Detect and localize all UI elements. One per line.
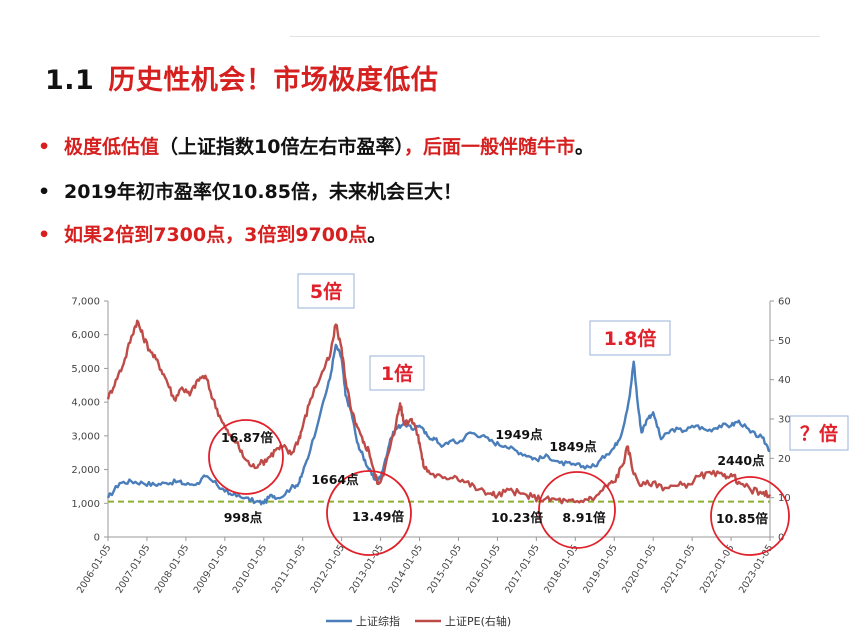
bullet-text: 2019年初市盈率仅10.85倍，未来机会巨大！ bbox=[64, 181, 462, 203]
left-tick-label: 4,000 bbox=[71, 398, 100, 409]
left-tick-label: 6,000 bbox=[71, 330, 100, 341]
pe-index-chart: 01,0002,0003,0004,0005,0006,0007,0000102… bbox=[71, 273, 849, 628]
annotation-box-text: 5倍 bbox=[310, 280, 342, 303]
annotation-label: 998点 bbox=[224, 510, 263, 525]
legend-label-pe: 上证PE(右轴) bbox=[445, 614, 511, 628]
right-tick-label: 40 bbox=[778, 375, 791, 386]
bullet-text: 极度低估值 bbox=[64, 136, 160, 158]
legend-label-index: 上证综指 bbox=[356, 614, 400, 628]
x-tick-label: 2020-01-05 bbox=[620, 543, 659, 596]
annotation-label: 16.87倍 bbox=[221, 430, 274, 445]
x-tick-label: 2014-01-05 bbox=[386, 543, 425, 596]
x-tick-label: 2009-01-05 bbox=[192, 543, 231, 596]
right-tick-label: 20 bbox=[778, 454, 791, 465]
left-tick-label: 5,000 bbox=[71, 364, 100, 375]
bullet-item: • 2019年初市盈率仅10.85倍，未来机会巨大！ bbox=[38, 177, 462, 204]
right-tick-label: 30 bbox=[778, 415, 791, 426]
x-tick-label: 2021-01-05 bbox=[659, 543, 698, 596]
bullet-dot: • bbox=[38, 181, 51, 203]
bullet-text: 如果2倍到7300点，3倍到9700点 bbox=[64, 224, 368, 246]
x-tick-label: 2018-01-05 bbox=[542, 543, 581, 596]
slide-title: 1.1 历史性机会！市场极度低估 bbox=[45, 58, 438, 97]
top-divider-line bbox=[290, 36, 820, 37]
circle-2013-low bbox=[326, 470, 412, 556]
bullet-text: ，后面一般伴随牛市 bbox=[403, 136, 575, 158]
x-tick-label: 2007-01-05 bbox=[114, 543, 153, 596]
annotation-box-text: 1.8倍 bbox=[604, 327, 657, 350]
x-tick-label: 2016-01-05 bbox=[464, 543, 503, 596]
right-tick-label: 50 bbox=[778, 336, 791, 347]
left-tick-label: 3,000 bbox=[71, 431, 100, 442]
annotation-box bbox=[789, 415, 849, 451]
x-tick-label: 2017-01-05 bbox=[503, 543, 542, 596]
annotation-box-text: 1倍 bbox=[381, 362, 413, 385]
bullet-dot: • bbox=[38, 224, 51, 246]
left-tick-label: 0 bbox=[94, 533, 100, 544]
bullet-item: • 极度低估值（上证指数10倍左右市盈率），后面一般伴随牛市。 bbox=[38, 132, 594, 159]
right-tick-label: 60 bbox=[778, 297, 791, 308]
annotation-box bbox=[369, 355, 425, 391]
index-series-line bbox=[106, 343, 771, 506]
annotation-label: 10.85倍 bbox=[716, 511, 769, 526]
pe-series-line bbox=[106, 319, 772, 505]
circle-2018-low bbox=[538, 471, 616, 549]
section-title: 历史性机会！市场极度低估 bbox=[108, 65, 439, 96]
bullet-item: • 如果2倍到7300点，3倍到9700点。 bbox=[38, 220, 386, 247]
annotation-label: 1849点 bbox=[549, 439, 597, 454]
annotation-label: 1949点 bbox=[495, 427, 543, 442]
annotation-label: 13.49倍 bbox=[352, 509, 405, 524]
x-tick-label: 2012-01-05 bbox=[309, 543, 348, 596]
left-tick-label: 1,000 bbox=[71, 499, 100, 510]
annotation-label: 10.23倍 bbox=[491, 510, 544, 525]
left-tick-label: 2,000 bbox=[71, 465, 100, 476]
bullet-text: 。 bbox=[574, 136, 594, 158]
bullet-text: 。 bbox=[367, 224, 387, 246]
annotation-box bbox=[297, 273, 355, 309]
left-tick-label: 7,000 bbox=[71, 297, 100, 308]
x-tick-label: 2019-01-05 bbox=[581, 543, 620, 596]
annotation-label: 1664点 bbox=[311, 472, 359, 487]
bullet-text: （上证指数10倍左右市盈率） bbox=[159, 136, 404, 158]
x-tick-label: 2013-01-05 bbox=[348, 543, 387, 596]
annotation-label: 2440点 bbox=[717, 453, 765, 468]
x-tick-label: 2006-01-05 bbox=[75, 543, 114, 596]
bullet-dot: • bbox=[38, 136, 51, 158]
circle-2008-low bbox=[208, 419, 284, 495]
x-tick-label: 2010-01-05 bbox=[231, 543, 270, 596]
x-tick-label: 2011-01-05 bbox=[270, 543, 309, 596]
annotation-label: 8.91倍 bbox=[562, 510, 606, 525]
circle-2023-low bbox=[710, 476, 790, 556]
annotation-box bbox=[589, 320, 671, 356]
x-tick-label: 2015-01-05 bbox=[425, 543, 464, 596]
x-tick-label: 2008-01-05 bbox=[153, 543, 192, 596]
annotation-box-text: ？倍 bbox=[800, 422, 838, 445]
section-number: 1.1 bbox=[45, 65, 95, 96]
